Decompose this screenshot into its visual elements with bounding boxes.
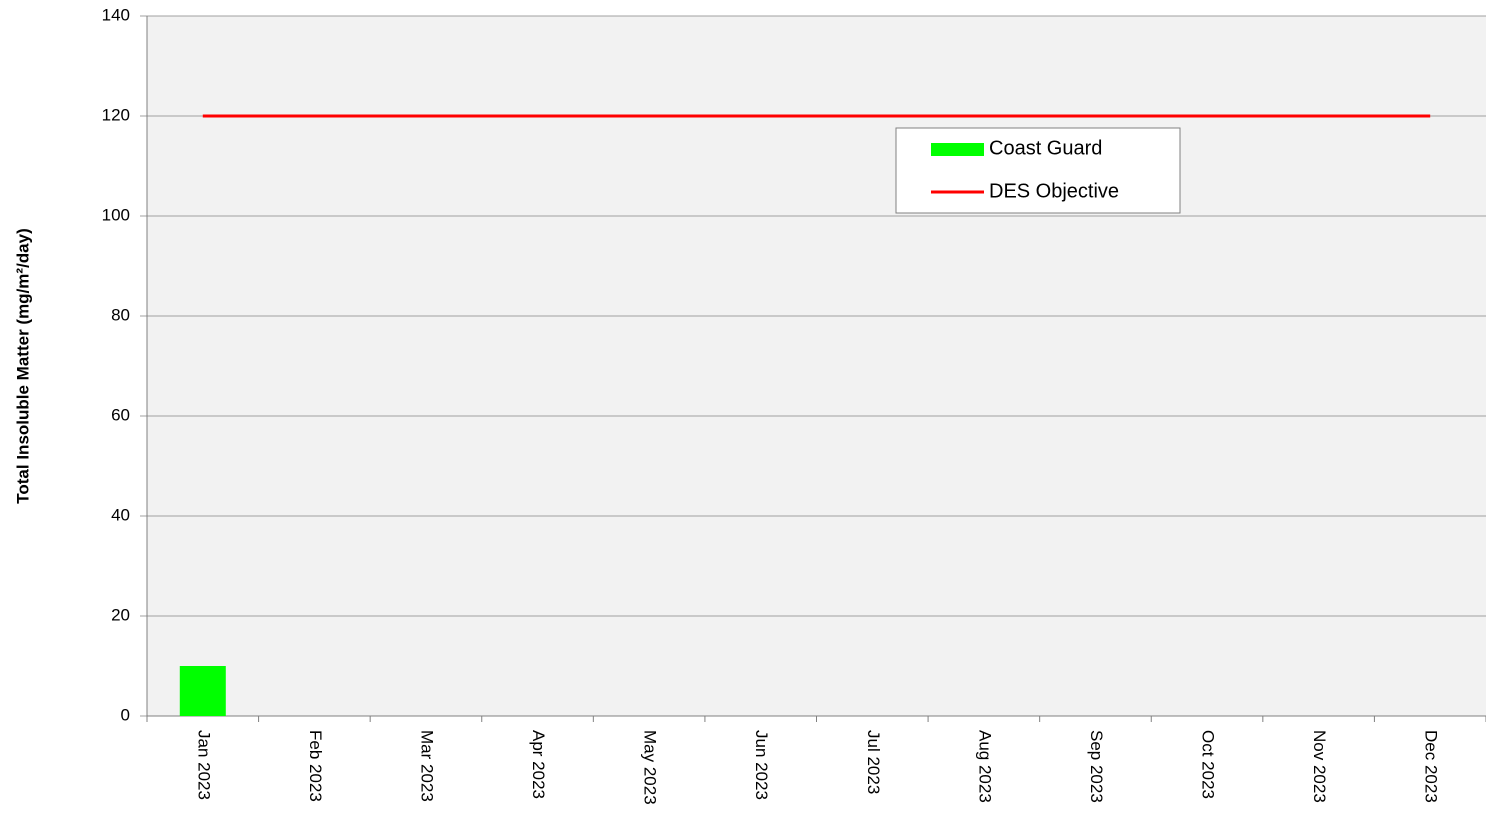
x-tick-label: May 2023 <box>641 730 660 805</box>
x-tick-label: Oct 2023 <box>1199 730 1218 799</box>
x-tick-label: Jun 2023 <box>752 730 771 800</box>
legend-box <box>895 127 1181 214</box>
x-tick-label: Dec 2023 <box>1422 730 1441 803</box>
plot-area <box>147 16 1486 716</box>
x-tick-label: Jul 2023 <box>864 730 883 794</box>
y-axis-label: Total Insoluble Matter (mg/m²/day) <box>13 228 32 503</box>
y-tick-label: 140 <box>102 5 130 24</box>
legend-label: DES Objective <box>989 180 1119 202</box>
bar <box>179 666 226 716</box>
x-tick-label: Sep 2023 <box>1087 730 1106 803</box>
x-tick-label: Nov 2023 <box>1310 730 1329 803</box>
y-tick-label: 40 <box>111 505 130 524</box>
y-tick-label: 80 <box>111 305 130 324</box>
x-tick-label: Apr 2023 <box>529 730 548 799</box>
y-tick-label: 60 <box>111 405 130 424</box>
x-tick-label: Jan 2023 <box>194 730 213 800</box>
y-tick-label: 100 <box>102 205 130 224</box>
legend-label: Coast Guard <box>989 137 1102 159</box>
legend-swatch <box>931 143 984 156</box>
y-tick-label: 0 <box>121 705 130 724</box>
y-tick-label: 20 <box>111 605 130 624</box>
y-tick-label: 120 <box>102 105 130 124</box>
x-tick-label: Aug 2023 <box>975 730 994 803</box>
x-tick-label: Feb 2023 <box>306 730 325 802</box>
x-tick-label: Mar 2023 <box>417 730 436 802</box>
